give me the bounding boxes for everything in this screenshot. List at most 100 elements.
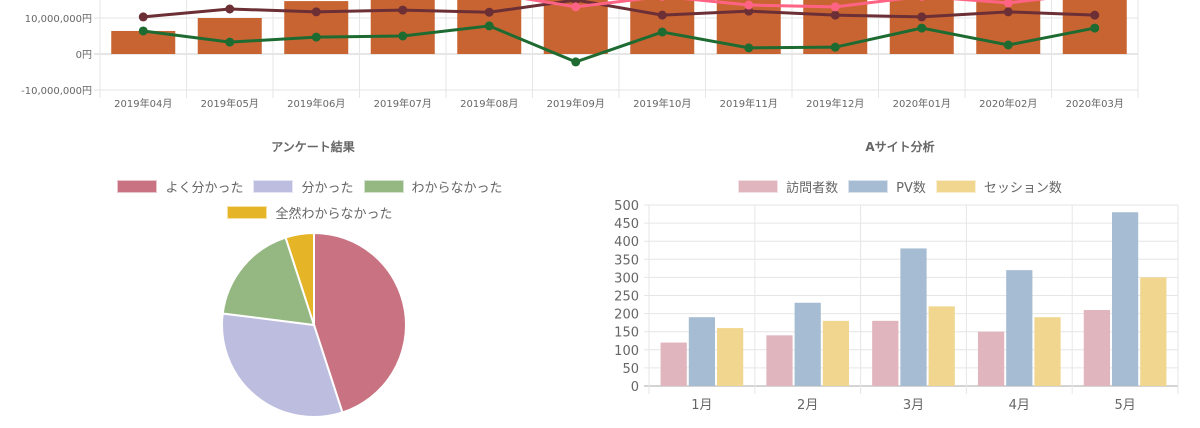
data-point[interactable] bbox=[398, 5, 408, 15]
legend-swatch bbox=[848, 180, 889, 193]
data-point[interactable] bbox=[225, 37, 235, 47]
x-tick-label: 2019年08月 bbox=[460, 97, 518, 110]
data-point[interactable] bbox=[138, 12, 148, 22]
legend-label: 全然わからなかった bbox=[275, 207, 393, 222]
data-point[interactable] bbox=[744, 43, 754, 53]
x-tick-label: 2月 bbox=[797, 398, 818, 413]
data-point[interactable] bbox=[917, 12, 927, 22]
bar-0[interactable] bbox=[660, 342, 687, 386]
data-point[interactable] bbox=[657, 27, 667, 37]
legend-swatch bbox=[738, 180, 779, 193]
line-green bbox=[143, 24, 1096, 64]
pie-chart-legend: よく分かった 分かった わからなかった全然わからなかった bbox=[60, 177, 560, 229]
x-tick-label: 2019年09月 bbox=[547, 97, 605, 110]
bar-2[interactable] bbox=[822, 320, 850, 386]
data-point[interactable] bbox=[830, 42, 840, 52]
x-tick-label: 5月 bbox=[1114, 398, 1135, 413]
legend-item[interactable]: 分かった bbox=[253, 177, 354, 196]
data-point[interactable] bbox=[1090, 10, 1100, 20]
data-point[interactable] bbox=[1003, 7, 1013, 17]
bar-2[interactable] bbox=[1034, 317, 1061, 386]
data-point[interactable] bbox=[571, 57, 581, 67]
pie-chart-title: アンケート結果 bbox=[271, 140, 355, 154]
y-tick-label: 200 bbox=[614, 308, 639, 323]
bar-1[interactable] bbox=[1006, 270, 1033, 386]
legend-item[interactable]: セッション数 bbox=[935, 177, 1062, 196]
y-tick-label: 10,000,000円 bbox=[25, 14, 92, 25]
line-dark bbox=[143, 0, 1095, 19]
bar-0[interactable] bbox=[766, 335, 793, 386]
revenue-bar[interactable] bbox=[630, 0, 695, 55]
y-tick-label: 350 bbox=[614, 253, 639, 268]
data-point[interactable] bbox=[484, 7, 494, 17]
bar-1[interactable] bbox=[688, 317, 716, 386]
data-point[interactable] bbox=[138, 26, 148, 36]
bar-chart-title: Aサイト分析 bbox=[865, 140, 935, 154]
data-point[interactable] bbox=[1003, 40, 1013, 50]
x-tick-label: 3月 bbox=[903, 398, 924, 413]
bar-0[interactable] bbox=[977, 331, 1005, 386]
legend-item[interactable]: 全然わからなかった bbox=[227, 203, 393, 222]
legend-swatch bbox=[363, 180, 404, 193]
bar-2[interactable] bbox=[717, 328, 744, 386]
x-tick-label: 2019年07月 bbox=[374, 97, 432, 110]
y-tick-label: 300 bbox=[614, 271, 639, 286]
legend-label: 訪問者数 bbox=[786, 181, 839, 196]
data-point[interactable] bbox=[311, 32, 321, 42]
y-tick-label: 250 bbox=[614, 290, 639, 305]
data-point[interactable] bbox=[398, 31, 408, 41]
pie-slice[interactable] bbox=[221, 312, 344, 418]
data-point[interactable] bbox=[571, 2, 581, 12]
y-tick-label: 450 bbox=[614, 217, 639, 232]
data-point[interactable] bbox=[657, 10, 667, 20]
bar-1[interactable] bbox=[900, 248, 927, 386]
y-tick-label: 50 bbox=[622, 362, 639, 377]
legend-label: わからなかった bbox=[411, 181, 503, 196]
legend-item[interactable]: 訪問者数 bbox=[738, 177, 838, 196]
data-point[interactable] bbox=[658, 0, 667, 1]
data-point[interactable] bbox=[917, 23, 927, 33]
x-tick-label: 2019年06月 bbox=[287, 97, 345, 110]
bar-chart-legend: 訪問者数 PV数 セッション数 bbox=[600, 177, 1200, 203]
data-point[interactable] bbox=[225, 4, 235, 14]
data-point[interactable] bbox=[830, 2, 840, 12]
x-tick-label: 2019年05月 bbox=[201, 97, 259, 110]
revenue-bar[interactable] bbox=[197, 18, 262, 54]
legend-label: セッション数 bbox=[983, 181, 1062, 196]
legend-label: よく分かった bbox=[165, 181, 244, 196]
monthly-revenue-chart: 10,000,000円 0円 -10,000,000円 2019年04月 2019年05… bbox=[21, 0, 1139, 110]
legend-item[interactable]: よく分かった bbox=[117, 177, 243, 196]
data-point[interactable] bbox=[1003, 0, 1013, 8]
bar-1[interactable] bbox=[1111, 212, 1139, 386]
legend-swatch bbox=[935, 180, 976, 193]
bar-2[interactable] bbox=[1140, 277, 1167, 386]
revenue-bar[interactable] bbox=[111, 30, 176, 54]
legend-swatch bbox=[117, 180, 158, 193]
x-tick-label: 1月 bbox=[691, 398, 712, 413]
x-tick-label: 2020年03月 bbox=[1066, 97, 1124, 110]
legend-swatch bbox=[227, 206, 268, 219]
y-tick-label: 100 bbox=[614, 344, 639, 359]
pie-slice[interactable] bbox=[313, 231, 407, 414]
pie-slice[interactable] bbox=[221, 236, 316, 327]
data-point[interactable] bbox=[311, 7, 321, 17]
x-tick-label: 2019年10月 bbox=[633, 97, 691, 110]
data-point[interactable] bbox=[1090, 23, 1100, 33]
legend-label: PV数 bbox=[896, 181, 926, 196]
data-point[interactable] bbox=[830, 10, 840, 20]
bar-2[interactable] bbox=[928, 306, 955, 386]
x-tick-label: 4月 bbox=[1009, 398, 1030, 413]
legend-item[interactable]: わからなかった bbox=[363, 177, 503, 196]
y-tick-label: -10,000,000円 bbox=[21, 86, 92, 97]
bar-0[interactable] bbox=[1083, 309, 1110, 386]
line-pink bbox=[524, 0, 1046, 9]
x-tick-label: 2019年04月 bbox=[114, 97, 172, 110]
x-tick-label: 2020年02月 bbox=[979, 97, 1037, 110]
data-point[interactable] bbox=[484, 21, 494, 31]
pie-slice[interactable] bbox=[284, 231, 315, 326]
bar-0[interactable] bbox=[872, 320, 899, 386]
bar-1[interactable] bbox=[794, 302, 821, 386]
data-point[interactable] bbox=[744, 0, 754, 10]
data-point[interactable] bbox=[917, 0, 926, 1]
legend-item[interactable]: PV数 bbox=[848, 177, 926, 196]
